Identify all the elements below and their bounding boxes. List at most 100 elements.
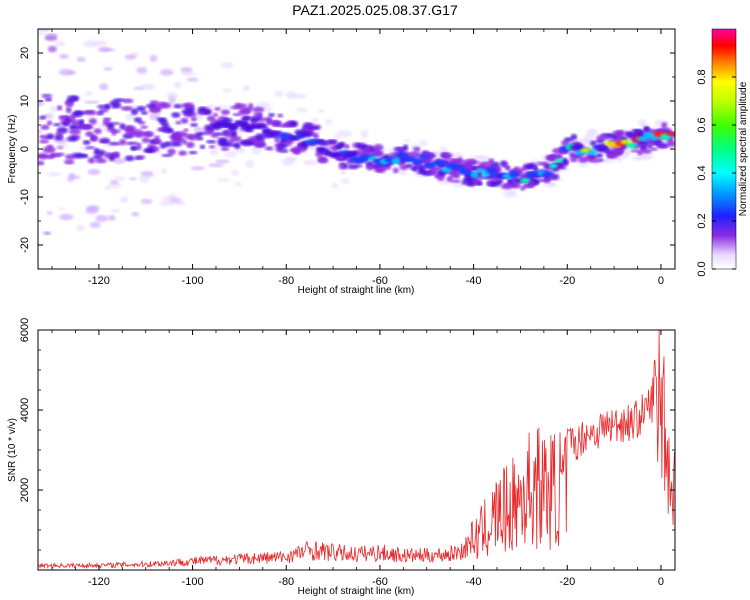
spectrogram-ridge-cell bbox=[227, 123, 239, 131]
spectrogram-noise-cell bbox=[586, 129, 599, 137]
spectrogram-noise-cell bbox=[172, 200, 186, 206]
spectrogram-noise-cell bbox=[133, 86, 144, 90]
spectrogram-band-cell bbox=[66, 135, 79, 142]
spectrogram-noise-cell bbox=[58, 207, 66, 211]
x-tick-label: -60 bbox=[372, 576, 388, 588]
spectrogram-band-cell bbox=[392, 167, 399, 173]
spectrogram-noise-cell bbox=[76, 224, 85, 231]
spectrogram-noise-cell bbox=[303, 159, 318, 166]
spectrogram-noise-cell bbox=[401, 171, 409, 176]
spectrogram-band-cell bbox=[532, 165, 539, 173]
spectrogram-band-cell bbox=[238, 108, 251, 116]
y-tick-label: 4000 bbox=[19, 398, 31, 422]
x-tick-label: -120 bbox=[88, 275, 110, 287]
spectrogram-noise-cell bbox=[125, 113, 136, 121]
spectrogram-ridge-cell bbox=[391, 157, 401, 165]
spectrogram-band-cell bbox=[38, 139, 50, 144]
x-tick-label: -20 bbox=[559, 576, 575, 588]
colorbar: 0.0 0.2 0.4 0.6 0.8 Normalized spectral ampl… bbox=[696, 28, 749, 277]
spectrogram-band-cell bbox=[441, 152, 453, 160]
spectrogram-noise-cell bbox=[404, 138, 411, 143]
spectrogram-band-cell bbox=[342, 162, 348, 170]
spectrogram-noise-cell bbox=[49, 105, 65, 112]
spectrogram-noise-cell bbox=[92, 40, 107, 47]
spectrogram-band-cell bbox=[93, 128, 102, 135]
spectrogram-noise-cell bbox=[89, 221, 101, 229]
y-tick-label: 2000 bbox=[19, 478, 31, 502]
spectrogram-x-axis-label: Height of straight line (km) bbox=[298, 285, 415, 296]
spectrogram-noise-cell bbox=[215, 105, 231, 109]
spectrogram-band-cell bbox=[55, 131, 63, 136]
spectrogram-noise-cell bbox=[208, 163, 225, 168]
spectrogram-noise-cell bbox=[502, 190, 518, 198]
spectrogram-noise-cell bbox=[124, 54, 136, 60]
spectrogram-noise-cell bbox=[221, 61, 234, 69]
spectrogram-band-cell bbox=[544, 177, 552, 181]
spectrogram-noise-cell bbox=[473, 155, 485, 159]
spectrogram-noise-cell bbox=[95, 214, 109, 222]
spectrogram-band-cell bbox=[81, 125, 92, 130]
spectrogram-band-cell bbox=[450, 179, 461, 183]
spectrogram-band-cell bbox=[343, 144, 350, 149]
spectrogram-noise-cell bbox=[85, 207, 99, 215]
spectrogram-band-cell bbox=[214, 107, 221, 111]
spectrogram-band-cell bbox=[590, 140, 597, 146]
spectrogram-noise-cell bbox=[67, 175, 75, 182]
spectrogram-band-cell bbox=[413, 146, 421, 152]
spectrogram-band-cell bbox=[613, 150, 622, 155]
spectrogram-noise-cell bbox=[140, 83, 156, 91]
spectrogram-noise-cell bbox=[38, 30, 45, 36]
spectrogram-band-cell bbox=[328, 146, 337, 150]
y-tick-label: 6000 bbox=[19, 318, 31, 342]
spectrogram-band-cell bbox=[504, 165, 511, 171]
spectrogram-band-cell bbox=[294, 145, 307, 153]
spectrogram-band-cell bbox=[50, 153, 61, 158]
spectrogram-band-cell bbox=[79, 119, 85, 126]
spectrogram-band-cell bbox=[95, 158, 107, 164]
spectrogram-band-cell bbox=[38, 153, 48, 160]
spectrogram-band-cell bbox=[252, 116, 262, 122]
spectrogram-band-cell bbox=[220, 146, 230, 152]
spectrogram-noise-cell bbox=[104, 185, 111, 190]
spectrogram-band-cell bbox=[471, 166, 478, 170]
spectrogram-noise-cell bbox=[234, 182, 242, 187]
spectrogram-band-cell bbox=[85, 146, 96, 150]
spectrogram-noise-cell bbox=[43, 231, 52, 235]
spectrogram-band-cell bbox=[126, 125, 133, 131]
spectrogram-noise-cell bbox=[242, 85, 251, 92]
spectrogram-noise-cell bbox=[333, 134, 341, 140]
y-tick-label: -20 bbox=[19, 237, 31, 253]
spectrogram-band-cell bbox=[373, 143, 384, 151]
spectrogram-band-cell bbox=[111, 103, 122, 109]
spectrogram-noise-cell bbox=[58, 142, 69, 148]
spectrogram-noise-cell bbox=[547, 182, 557, 188]
spectrogram-band-cell bbox=[102, 119, 110, 126]
spectrogram-band-cell bbox=[245, 129, 254, 133]
spectrogram-band-cell bbox=[277, 113, 284, 118]
spectrogram-band-cell bbox=[649, 147, 659, 151]
spectrogram-band-cell bbox=[135, 142, 142, 148]
spectrogram-band-cell bbox=[181, 139, 188, 145]
spectrogram-band-cell bbox=[65, 154, 75, 160]
spectrogram-noise-cell bbox=[87, 168, 101, 176]
colorbar-tick-label: 0.2 bbox=[696, 213, 708, 228]
spectrogram-band-cell bbox=[52, 122, 62, 127]
spectrogram-band-cell bbox=[111, 129, 117, 136]
spectrogram-noise-cell bbox=[230, 169, 240, 176]
spectrogram-band-cell bbox=[661, 122, 668, 129]
spectrogram-band-cell bbox=[252, 106, 265, 113]
spectrogram-band-cell bbox=[397, 147, 404, 152]
spectrogram-band-cell bbox=[220, 109, 231, 115]
spectrogram-noise-cell bbox=[577, 138, 592, 144]
spectrogram-noise-cell bbox=[53, 41, 66, 47]
spectrogram-band-cell bbox=[57, 105, 63, 111]
spectrogram-band-cell bbox=[203, 109, 213, 115]
x-tick-label: -20 bbox=[559, 275, 575, 287]
spectrogram-noise-cell bbox=[173, 81, 182, 89]
spectrogram-noise-cell bbox=[182, 72, 198, 77]
snr-panel: -120 -100 -80 -60 -40 -20 0 2000 4000 6000 Heigh… bbox=[7, 318, 676, 597]
spectrogram-band-cell bbox=[159, 142, 167, 149]
spectrogram-band-cell bbox=[208, 144, 215, 149]
spectrogram-band-cell bbox=[206, 139, 217, 144]
